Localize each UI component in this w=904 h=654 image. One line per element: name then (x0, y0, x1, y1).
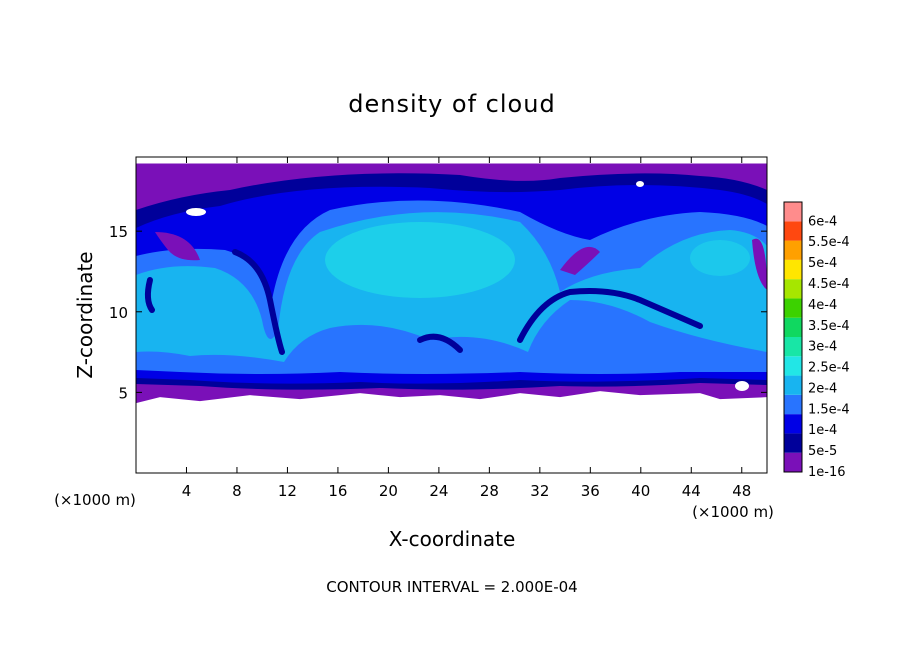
colorbar-swatch (784, 202, 802, 222)
density-peak-2 (690, 240, 750, 276)
colorbar-label: 5e-5 (808, 444, 837, 459)
plot-frame (135, 156, 768, 474)
x-unit-note-right: (×1000 m) (692, 503, 774, 521)
colorbar-label: 1e-16 (808, 465, 846, 480)
x-tick-label: 20 (379, 482, 398, 500)
colorbar-label: 1e-4 (808, 423, 837, 438)
y-tick-label: 15 (109, 223, 128, 241)
colorbar-label: 5e-4 (808, 256, 837, 271)
colorbar-swatch (784, 298, 802, 318)
colorbar-swatch (784, 279, 802, 299)
colorbar-swatch (784, 240, 802, 260)
colorbar-swatch (784, 452, 802, 472)
y-axis-label: Z-coordinate (73, 251, 97, 378)
colorbar-swatch (784, 375, 802, 395)
x-tick-label: 24 (429, 482, 448, 500)
colorbar-swatch (784, 221, 802, 241)
clear-patch-2 (735, 381, 749, 391)
colorbar-label: 3e-4 (808, 340, 837, 355)
y-axis: 5 10 15 (109, 223, 767, 402)
x-axis: 4 8 12 16 20 24 28 32 36 40 44 48 (182, 157, 751, 500)
chart-title: density of cloud (348, 90, 555, 118)
contour-interval-note: CONTOUR INTERVAL = 2.000E-04 (326, 578, 577, 596)
wisp-2 (752, 238, 767, 290)
clear-patch-1 (186, 208, 206, 216)
filament-edge (144, 277, 155, 313)
x-tick-label: 12 (278, 482, 297, 500)
x-tick-label: 16 (328, 482, 347, 500)
x-tick-label: 28 (480, 482, 499, 500)
y-tick-label: 10 (109, 304, 128, 322)
x-tick-label: 8 (232, 482, 242, 500)
wisp-3 (155, 232, 200, 261)
colorbar-label: 2.5e-4 (808, 361, 850, 376)
colorbar-swatch (784, 433, 802, 453)
cloud-density-field (136, 163, 767, 404)
x-tick-label: 4 (182, 482, 192, 500)
wisp-1 (560, 246, 600, 275)
colorbar-swatch (784, 356, 802, 376)
colorbar-label: 4.5e-4 (808, 277, 850, 292)
colorbar-label: 6e-4 (808, 214, 837, 229)
colorbar-label: 3.5e-4 (808, 319, 850, 334)
colorbar-label: 5.5e-4 (808, 235, 850, 250)
colorbar-swatch (784, 259, 802, 280)
colorbar-swatch (784, 414, 802, 434)
x-tick-label: 40 (631, 482, 650, 500)
colorbar-swatch (784, 394, 802, 415)
x-tick-label: 48 (732, 482, 751, 500)
colorbar-swatch (784, 317, 802, 337)
density-peak-1 (325, 222, 515, 298)
x-axis-label: X-coordinate (389, 527, 516, 551)
x-tick-label: 32 (530, 482, 549, 500)
x-tick-label: 44 (682, 482, 701, 500)
filament-mid (417, 333, 463, 353)
colorbar-label: 4e-4 (808, 298, 837, 313)
colorbar-legend: 1e-16 5e-5 1e-4 1.5e-4 2e-4 2.5e-4 3e-4 3.5e-4 4… (783, 201, 850, 480)
colorbar-swatch (784, 337, 802, 357)
x-tick-label: 36 (581, 482, 600, 500)
y-tick-label: 5 (118, 384, 128, 402)
clear-patch-3 (636, 181, 644, 187)
colorbar-frame (783, 201, 803, 473)
filament-right (517, 288, 703, 343)
x-unit-note-left: (×1000 m) (54, 491, 136, 509)
colorbar-label: 1.5e-4 (808, 402, 850, 417)
filament-left (232, 249, 285, 355)
colorbar-label: 2e-4 (808, 381, 837, 396)
